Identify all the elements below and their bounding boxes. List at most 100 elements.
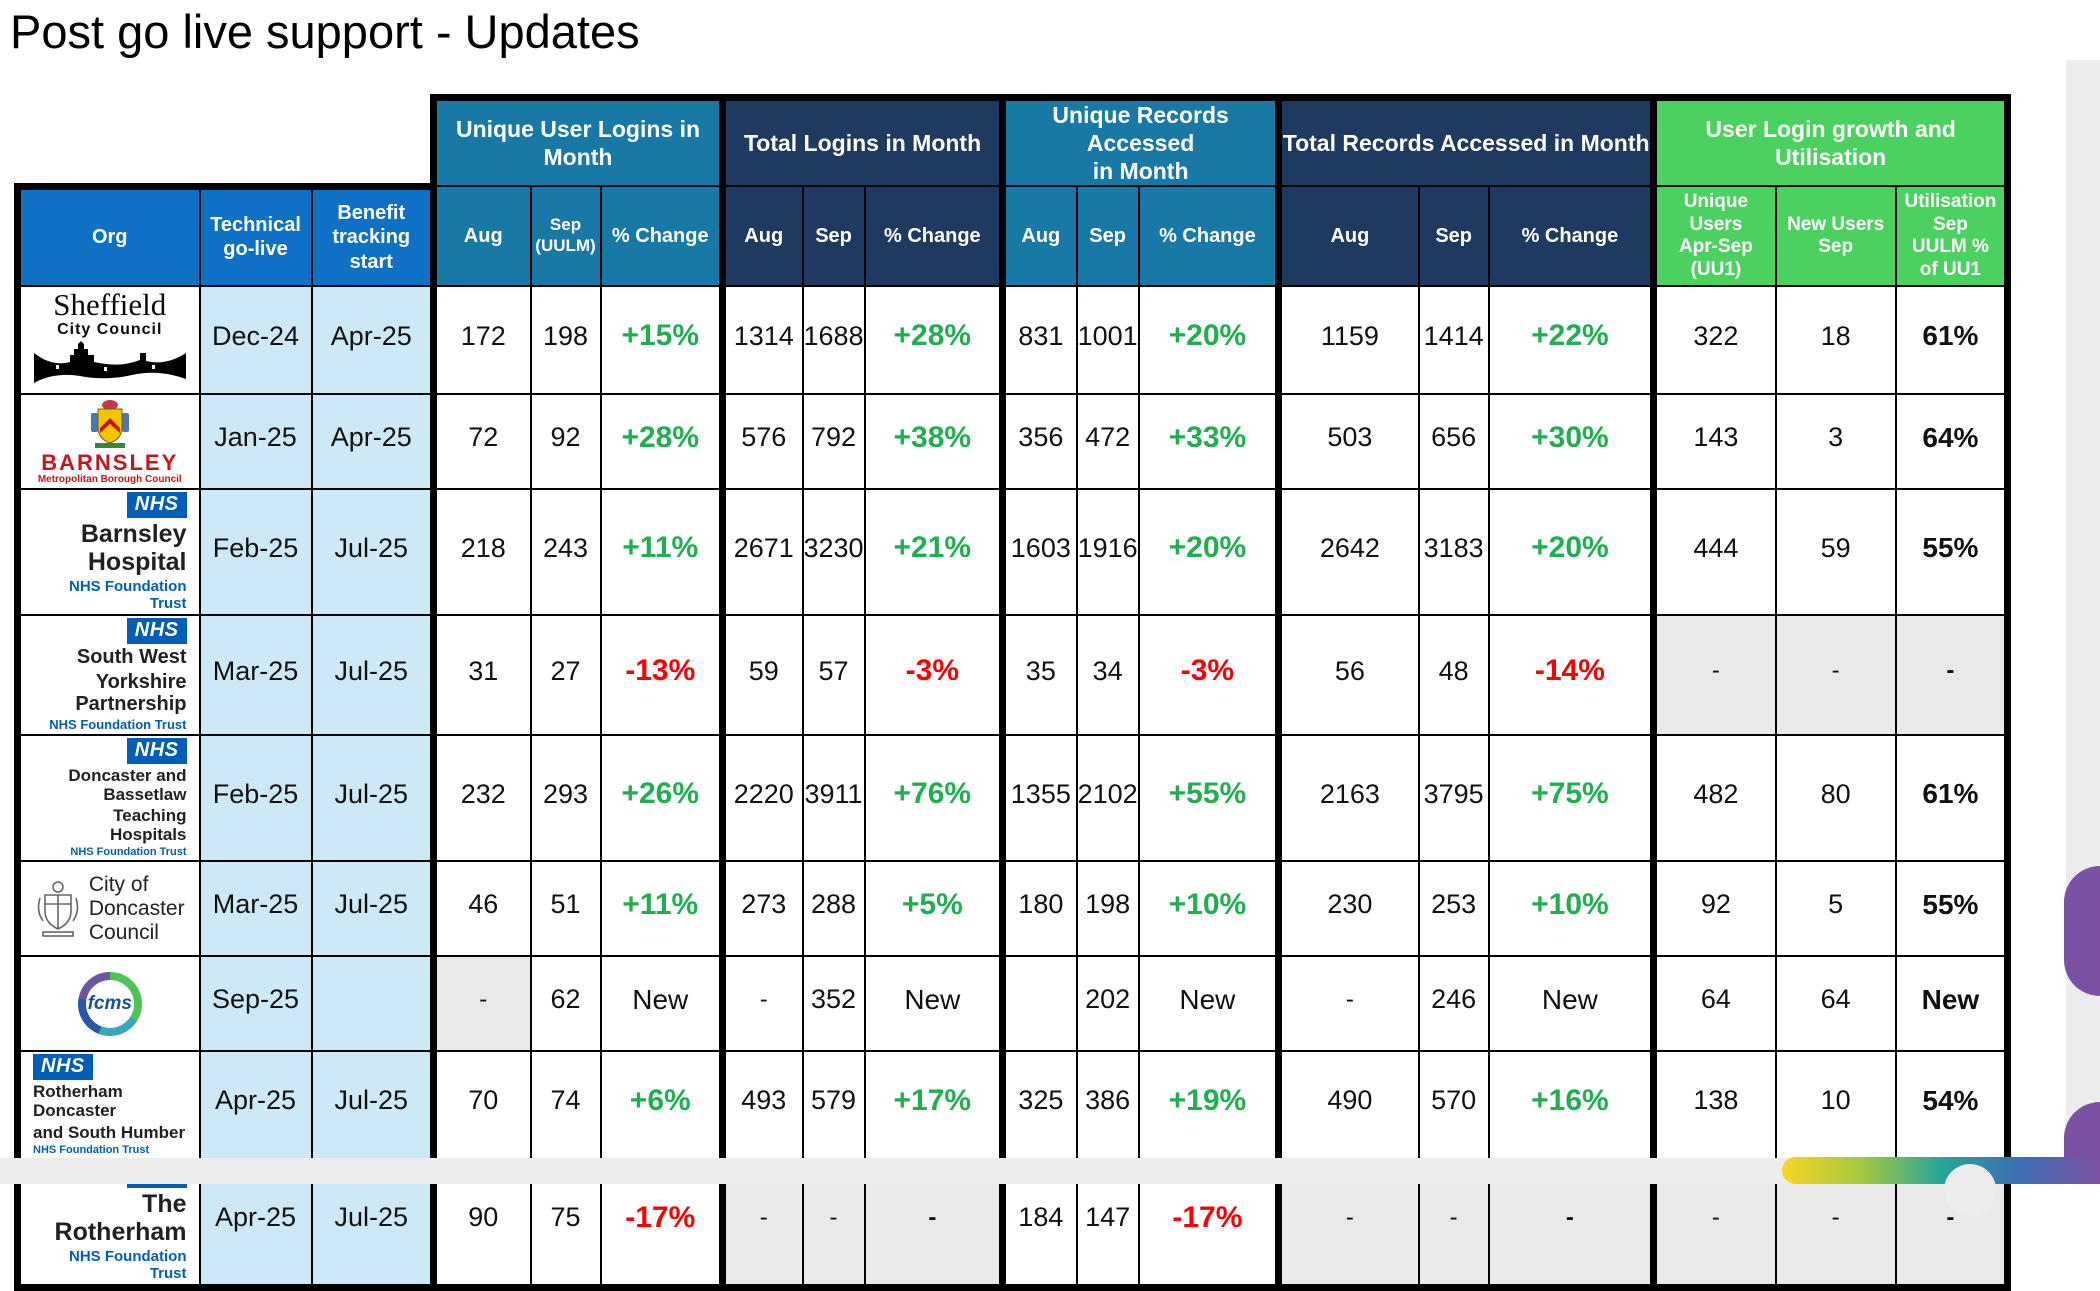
org-name-line: South West bbox=[76, 646, 187, 669]
decor-purple-blob-top bbox=[2064, 866, 2100, 996]
table-row: NHS South West Yorkshire Partnership NHS Fo… bbox=[14, 614, 2012, 737]
group-header-0: Unique User Logins in Month bbox=[430, 94, 724, 188]
metric-cell: 273 bbox=[719, 860, 804, 958]
org-cell: NHS Barnsley Hospital NHS Foundation Trust bbox=[14, 488, 201, 617]
metric-cell: +10% bbox=[1487, 860, 1655, 958]
org-name-line: Yorkshire Partnership bbox=[75, 670, 187, 715]
org-subname: NHS Foundation Trust bbox=[70, 846, 187, 859]
org-name-line: Doncaster bbox=[88, 896, 185, 920]
org-name-line: Council bbox=[88, 921, 159, 944]
table-row: City of Doncaster Council Mar-25 Jul-25 46 51 +… bbox=[14, 860, 2012, 958]
metric-cell: 70 bbox=[430, 1050, 532, 1160]
metric-cell: 3795 bbox=[1417, 734, 1490, 863]
metric-cell: +55% bbox=[1137, 734, 1280, 863]
org-logo-fcms: fcms bbox=[76, 970, 144, 1038]
metric-cell: +26% bbox=[599, 734, 724, 863]
metric-cell: 46 bbox=[430, 860, 532, 958]
metric-cell: 92 bbox=[529, 393, 602, 491]
metric-cell: 61% bbox=[1894, 285, 2012, 396]
slide: { "title": "Post go live support - Updat… bbox=[0, 5, 2100, 1291]
metric-cell: - bbox=[719, 955, 804, 1053]
metric-cell: +6% bbox=[599, 1050, 724, 1160]
group-header-1: Total Logins in Month bbox=[718, 94, 1004, 188]
metric-cell: 1688 bbox=[801, 285, 866, 396]
org-cell: BARNSLEY Metropolitan Borough Council bbox=[14, 393, 201, 491]
org-name-line: and South Humber bbox=[33, 1122, 186, 1142]
technical-golive-cell: Sep-25 bbox=[198, 955, 313, 1053]
org-cell: fcms bbox=[14, 955, 201, 1053]
metric-cell: 490 bbox=[1275, 1050, 1420, 1160]
benefit-start-cell: Jul-25 bbox=[310, 614, 435, 737]
metric-cell: +76% bbox=[863, 734, 1004, 863]
technical-golive-cell: Apr-25 bbox=[198, 1050, 313, 1160]
table-row: Sheffield City Council Dec-24 Apr-25 172 198 +… bbox=[14, 285, 2012, 396]
org-logo-nhs: NHS South West Yorkshire Partnership NHS Fo… bbox=[25, 618, 195, 732]
metric-cell: +11% bbox=[599, 860, 724, 958]
org-name-line: Barnsley Hospital bbox=[80, 520, 187, 577]
col-header-10: Sep bbox=[1417, 185, 1490, 288]
metric-cell: 831 bbox=[999, 285, 1078, 396]
metric-cell: 2163 bbox=[1275, 734, 1420, 863]
col-header-8: % Change bbox=[1137, 185, 1280, 288]
metric-cell: 386 bbox=[1075, 1050, 1140, 1160]
metric-cell: 64% bbox=[1894, 393, 2012, 491]
metric-cell: 482 bbox=[1650, 734, 1777, 863]
metric-cell: 143 bbox=[1650, 393, 1777, 491]
sheffield-skyline-icon bbox=[33, 341, 186, 384]
metric-cell: +20% bbox=[1137, 285, 1280, 396]
metric-cell: 59 bbox=[719, 614, 804, 737]
technical-golive-cell: Mar-25 bbox=[198, 614, 313, 737]
metric-cell: 444 bbox=[1650, 488, 1777, 617]
org-name: City of Doncaster Council bbox=[89, 873, 185, 945]
metric-cell: 72 bbox=[430, 393, 532, 491]
metric-cell: - bbox=[430, 955, 532, 1053]
org-name-line: The Rotherham bbox=[54, 1189, 187, 1246]
metric-cell: 322 bbox=[1650, 285, 1777, 396]
metric-cell: -13% bbox=[599, 614, 724, 737]
metric-cell: - bbox=[1774, 614, 1897, 737]
col-header-left-1: Technical go-live bbox=[198, 182, 313, 288]
col-header-0: Aug bbox=[430, 185, 532, 288]
metric-cell: 138 bbox=[1650, 1050, 1777, 1160]
metric-cell: 493 bbox=[719, 1050, 804, 1160]
nhs-logo-icon: NHS bbox=[33, 1054, 93, 1081]
metric-cell: 80 bbox=[1774, 734, 1897, 863]
metric-cell: 232 bbox=[430, 734, 532, 863]
org-cell: NHS Rotherham Doncaster and South Humber NH… bbox=[14, 1050, 201, 1160]
metric-cell: - bbox=[1894, 614, 2012, 737]
metric-cell: 54% bbox=[1894, 1050, 2012, 1160]
column-header-row: Org Technical go-live Benefit tracking sta… bbox=[14, 182, 2012, 288]
metric-cell: 243 bbox=[529, 488, 602, 617]
metric-cell: 253 bbox=[1417, 860, 1490, 958]
metric-cell: 35 bbox=[999, 614, 1078, 737]
metric-cell: 31 bbox=[430, 614, 532, 737]
slide-edge-bottom bbox=[0, 1158, 2100, 1184]
metric-cell: New bbox=[1487, 955, 1655, 1053]
doncaster-crest-icon bbox=[37, 881, 79, 937]
metric-cell: New bbox=[599, 955, 724, 1053]
metric-cell: 62 bbox=[529, 955, 602, 1053]
metric-cell: +5% bbox=[863, 860, 1004, 958]
metric-cell: 579 bbox=[801, 1050, 866, 1160]
metric-cell: +10% bbox=[1137, 860, 1280, 958]
metric-cell: 218 bbox=[430, 488, 532, 617]
metric-cell: - bbox=[1650, 614, 1777, 737]
metric-cell: +30% bbox=[1487, 393, 1655, 491]
col-header-11: % Change bbox=[1487, 185, 1655, 288]
metric-cell: 34 bbox=[1075, 614, 1140, 737]
metric-cell: +21% bbox=[863, 488, 1004, 617]
metric-cell: +28% bbox=[863, 285, 1004, 396]
metric-cell: -3% bbox=[1137, 614, 1280, 737]
technical-golive-cell: Dec-24 bbox=[198, 285, 313, 396]
metric-cell: 198 bbox=[1075, 860, 1140, 958]
metric-cell: 180 bbox=[999, 860, 1078, 958]
metric-cell: 3230 bbox=[801, 488, 866, 617]
metric-cell: 1355 bbox=[999, 734, 1078, 863]
benefit-start-cell: Jul-25 bbox=[310, 860, 435, 958]
metric-cell: 64 bbox=[1774, 955, 1897, 1053]
org-subname: NHS Foundation Trust bbox=[69, 578, 187, 613]
org-logo-barnsley: BARNSLEY Metropolitan Borough Council bbox=[25, 398, 195, 485]
org-logo-nhs: NHS Barnsley Hospital NHS Foundation Trust bbox=[25, 492, 195, 612]
barnsley-crest-icon bbox=[90, 400, 129, 449]
col-header-6: Aug bbox=[999, 185, 1078, 288]
